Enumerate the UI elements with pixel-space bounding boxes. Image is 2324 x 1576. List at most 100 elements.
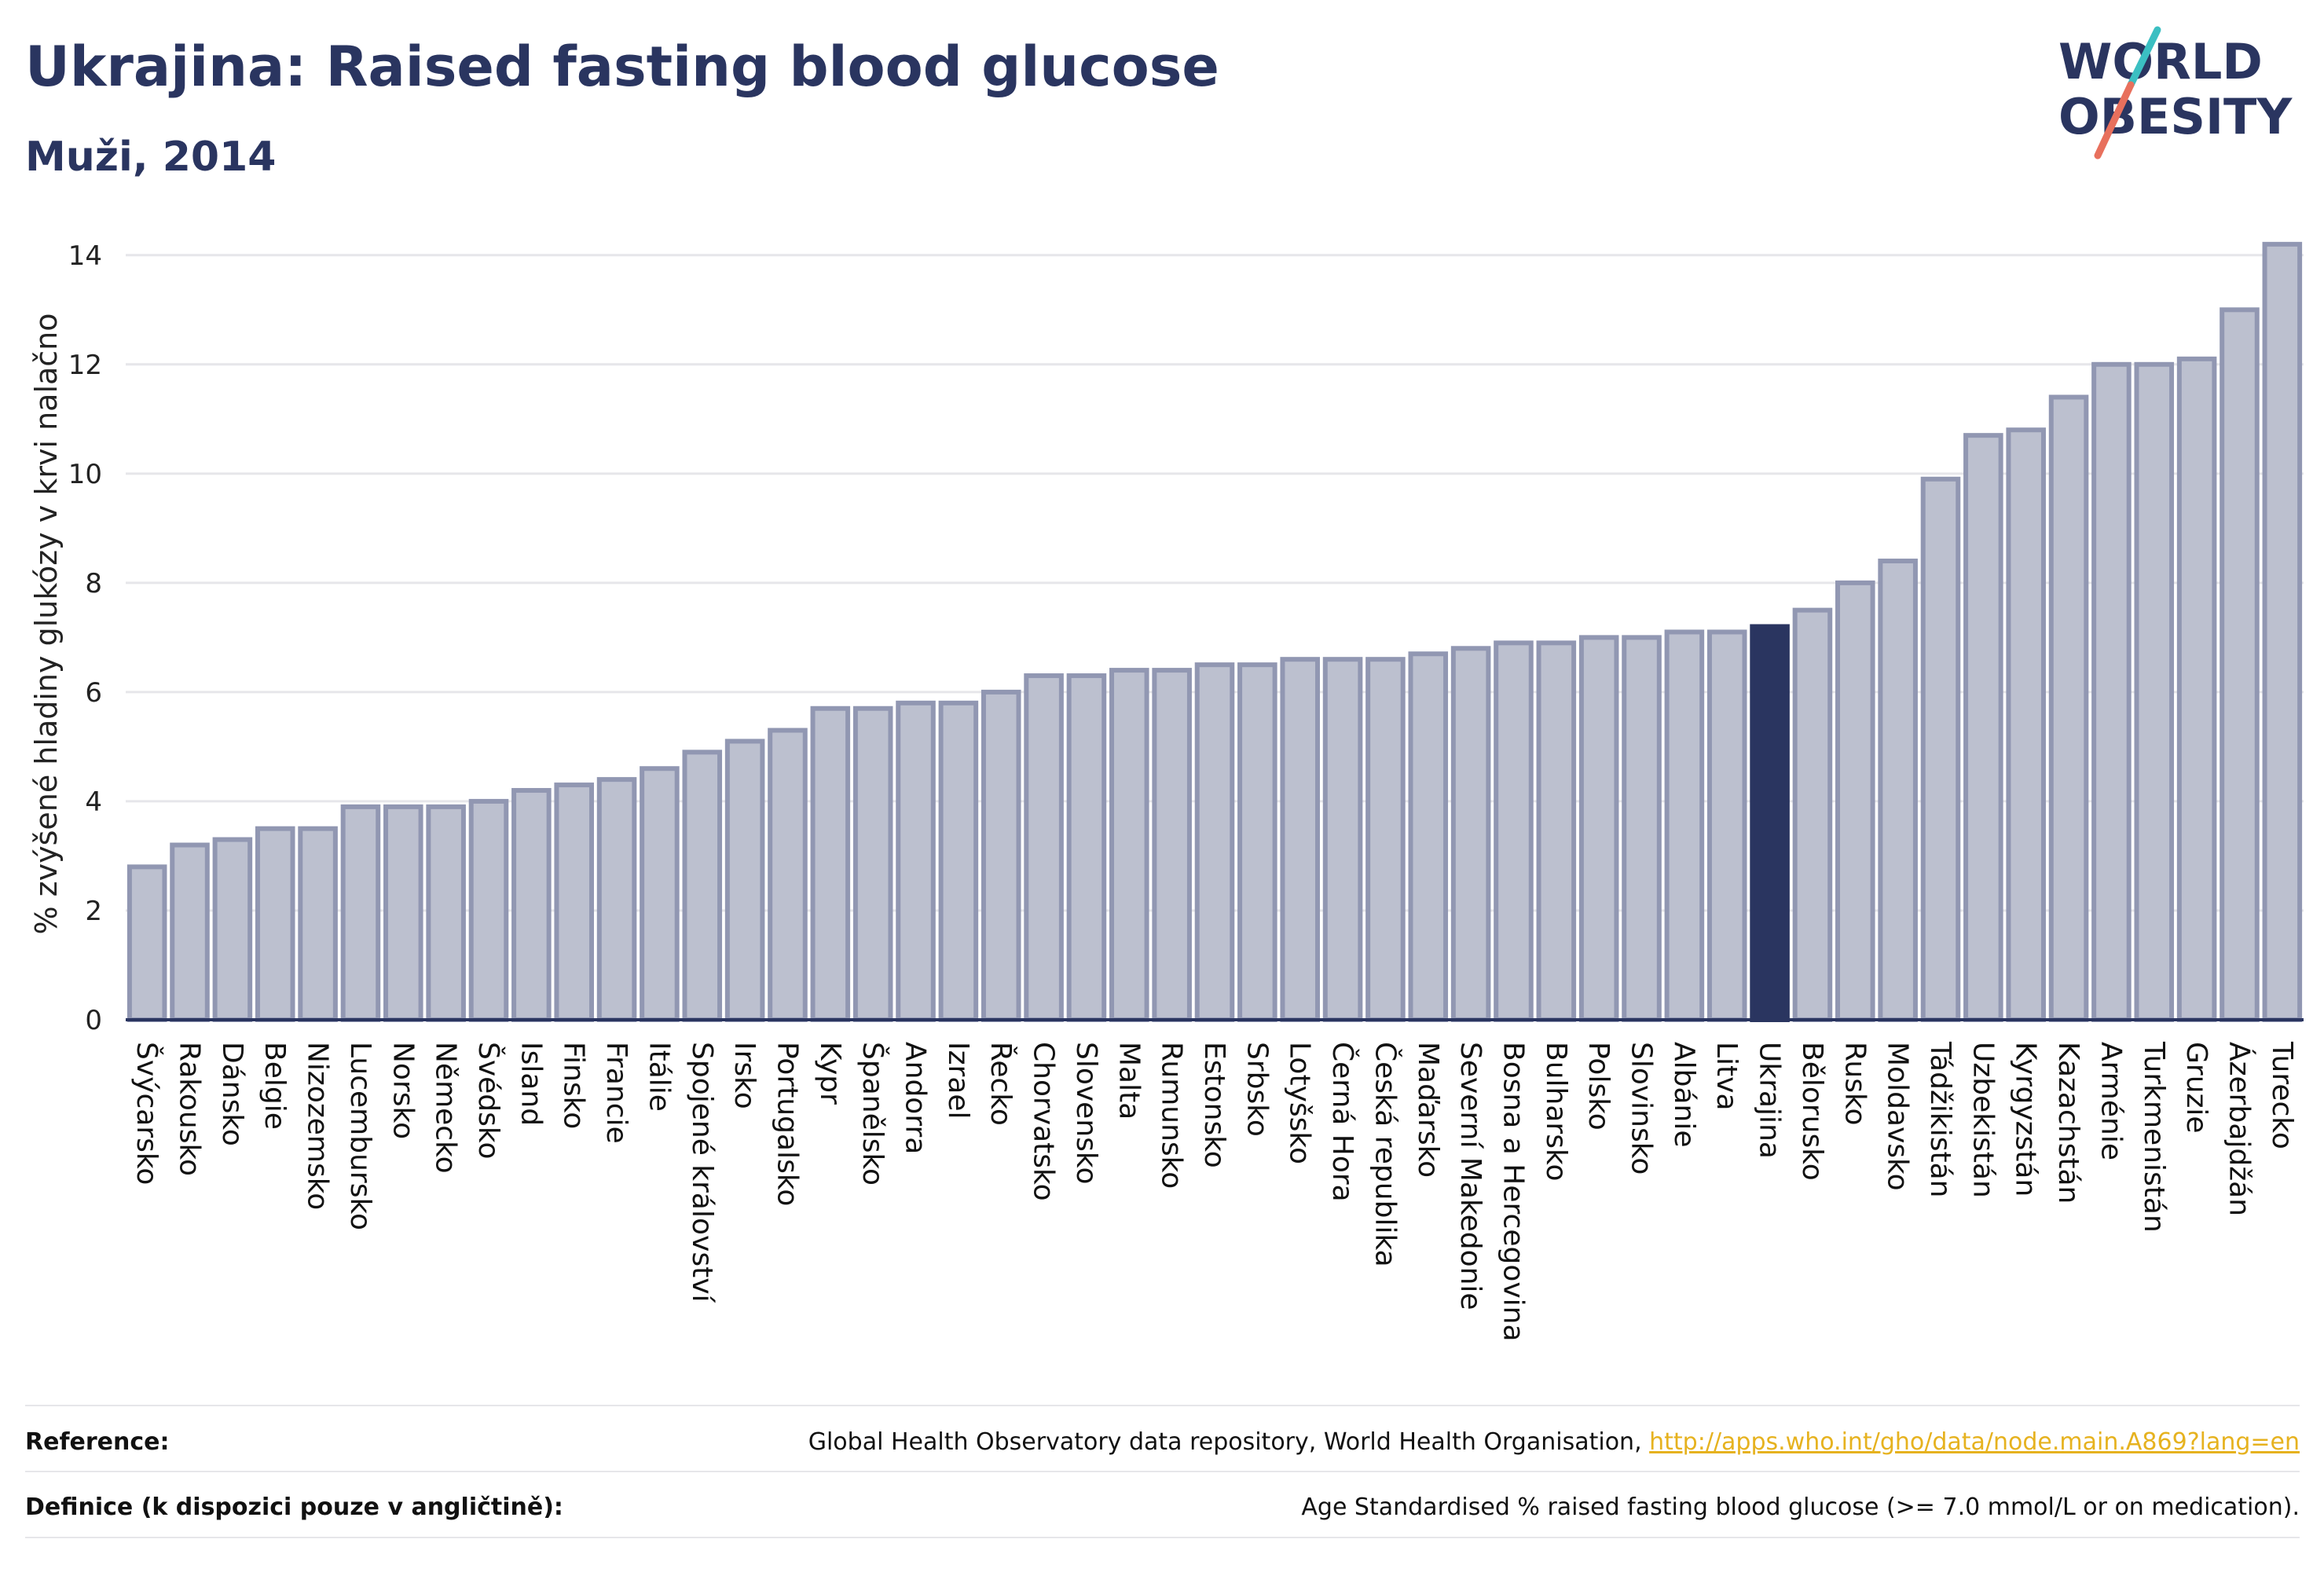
bar [938,700,979,1022]
bar [682,750,723,1023]
bar [1280,657,1320,1022]
y-axis-label: % zvýšené hladiny glukózy v krvi nalačno [29,313,64,934]
bar [1706,629,1747,1023]
x-tick-label: Bulharsko [1540,1042,1572,1182]
bar [2048,394,2089,1023]
x-tick-label: Kyrgyzstán [2010,1042,2042,1197]
bar [1408,651,1449,1022]
reference-value: Global Health Observatory data repositor… [808,1428,2300,1456]
y-tick-label: 12 [68,350,102,381]
bar [1578,635,1619,1023]
x-tick-label: Rumunsko [1156,1042,1188,1189]
bar [2091,361,2132,1022]
reference-label: Reference: [25,1428,170,1456]
x-tick-label: Estonsko [1198,1042,1230,1168]
reference-link[interactable]: http://apps.who.int/gho/data/node.main.A… [1649,1428,2300,1456]
x-tick-label: Lucembursko [344,1042,376,1230]
x-tick-label: Moldavsko [1882,1042,1914,1191]
x-tick-label: Irsko [728,1042,761,1109]
x-tick-label: Rusko [1838,1042,1871,1126]
definition-value: Age Standardised % raised fasting blood … [1301,1493,2300,1521]
bar [1109,668,1149,1022]
x-tick-label: Chorvatsko [1028,1042,1060,1201]
x-tick-label: Ukrajina [1754,1042,1786,1159]
bar [426,804,466,1023]
bar [640,766,680,1022]
x-tick-label: Švýcarsko [130,1042,163,1185]
bar [1494,640,1534,1023]
x-tick-label: Izrael [942,1042,974,1120]
y-tick-label: 2 [85,896,102,927]
bar [1835,580,1875,1022]
x-tick-label: Polsko [1582,1042,1615,1131]
bar [2262,241,2303,1022]
x-tick-label: Andorra [900,1042,932,1154]
bar [468,798,509,1022]
x-tick-label: Itálie [643,1042,675,1112]
bar [2176,356,2217,1022]
x-tick-label: Turecko [2266,1041,2298,1149]
bar [1622,635,1662,1023]
footer-divider [25,1405,2300,1406]
x-tick-label: Litva [1710,1042,1743,1111]
bar [554,783,594,1022]
y-tick-label: 4 [85,786,102,818]
bar [1322,657,1363,1022]
reference-text: Global Health Observatory data repositor… [808,1428,1650,1456]
bar [1152,668,1192,1022]
x-tick-label: Slovinsko [1626,1042,1658,1175]
page-subtitle: Muži, 2014 [25,134,277,181]
x-tick-label: Ázerbajdžán [2223,1042,2256,1216]
bar [1365,657,1406,1022]
x-tick-label: Norsko [387,1042,419,1139]
bar [1237,662,1277,1022]
bar [1878,559,1918,1022]
footer-definition-row: Definice (k dispozici pouze v angličtině… [25,1475,2300,1538]
bar [126,864,167,1022]
x-tick-label: Island [515,1042,547,1126]
y-tick-label: 6 [85,677,102,709]
x-tick-label: Švédsko [472,1042,505,1160]
bar [2006,427,2046,1022]
logo-word-line2: OBESITY [2058,88,2293,145]
bar [1194,662,1235,1022]
bar [1963,433,2003,1022]
bar [724,739,765,1023]
footer-reference-row: Reference: Global Health Observatory dat… [25,1410,2300,1473]
bar-highlight [1750,624,1790,1023]
x-tick-label: Severní Makedonie [1454,1042,1486,1310]
bar [298,826,338,1023]
y-tick-label: 8 [85,568,102,599]
bar [1792,607,1833,1022]
x-tick-label: Finsko [558,1042,590,1129]
bar [1664,629,1705,1023]
bar-chart: 0 2 4 6 8 10 12 14 % zvýšené hladiny glukózy v k… [29,240,2304,1342]
x-tick-label: Portugalsko [771,1042,803,1206]
bar [1066,673,1107,1022]
bar [1450,646,1491,1023]
x-tick-label: Černá Hora [1326,1042,1359,1202]
y-tick-label: 10 [68,459,102,490]
y-tick-label: 14 [68,240,102,272]
bar [768,728,808,1022]
x-tick-label: Bosna a Hercegovina [1497,1042,1529,1342]
bar [340,804,381,1023]
x-tick-label: Albánie [1668,1042,1700,1148]
x-tick-label: Kypr [814,1042,846,1105]
definition-label: Definice (k dispozici pouze v angličtině… [25,1493,563,1521]
logo-slash-teal [2127,26,2161,89]
x-tick-label: Malta [1113,1042,1145,1120]
x-tick-label: Belgie [258,1042,291,1130]
bar [896,700,936,1022]
x-tick-label: Lotyšsko [1284,1042,1316,1164]
x-tick-label: Gruzie [2180,1042,2212,1134]
x-tick-label: Německo [430,1042,462,1174]
logo-slash-red [2094,81,2135,159]
bar [2134,361,2175,1022]
world-obesity-logo: WORLD OBESITY [2058,26,2293,159]
x-tick-label: Tádžikistán [1924,1041,1956,1197]
x-tick-label: Rakousko [174,1042,206,1176]
x-tick-label: Španělsko [856,1042,889,1186]
x-tick-label: Turkmenistán [2138,1041,2170,1233]
bar [852,706,893,1022]
